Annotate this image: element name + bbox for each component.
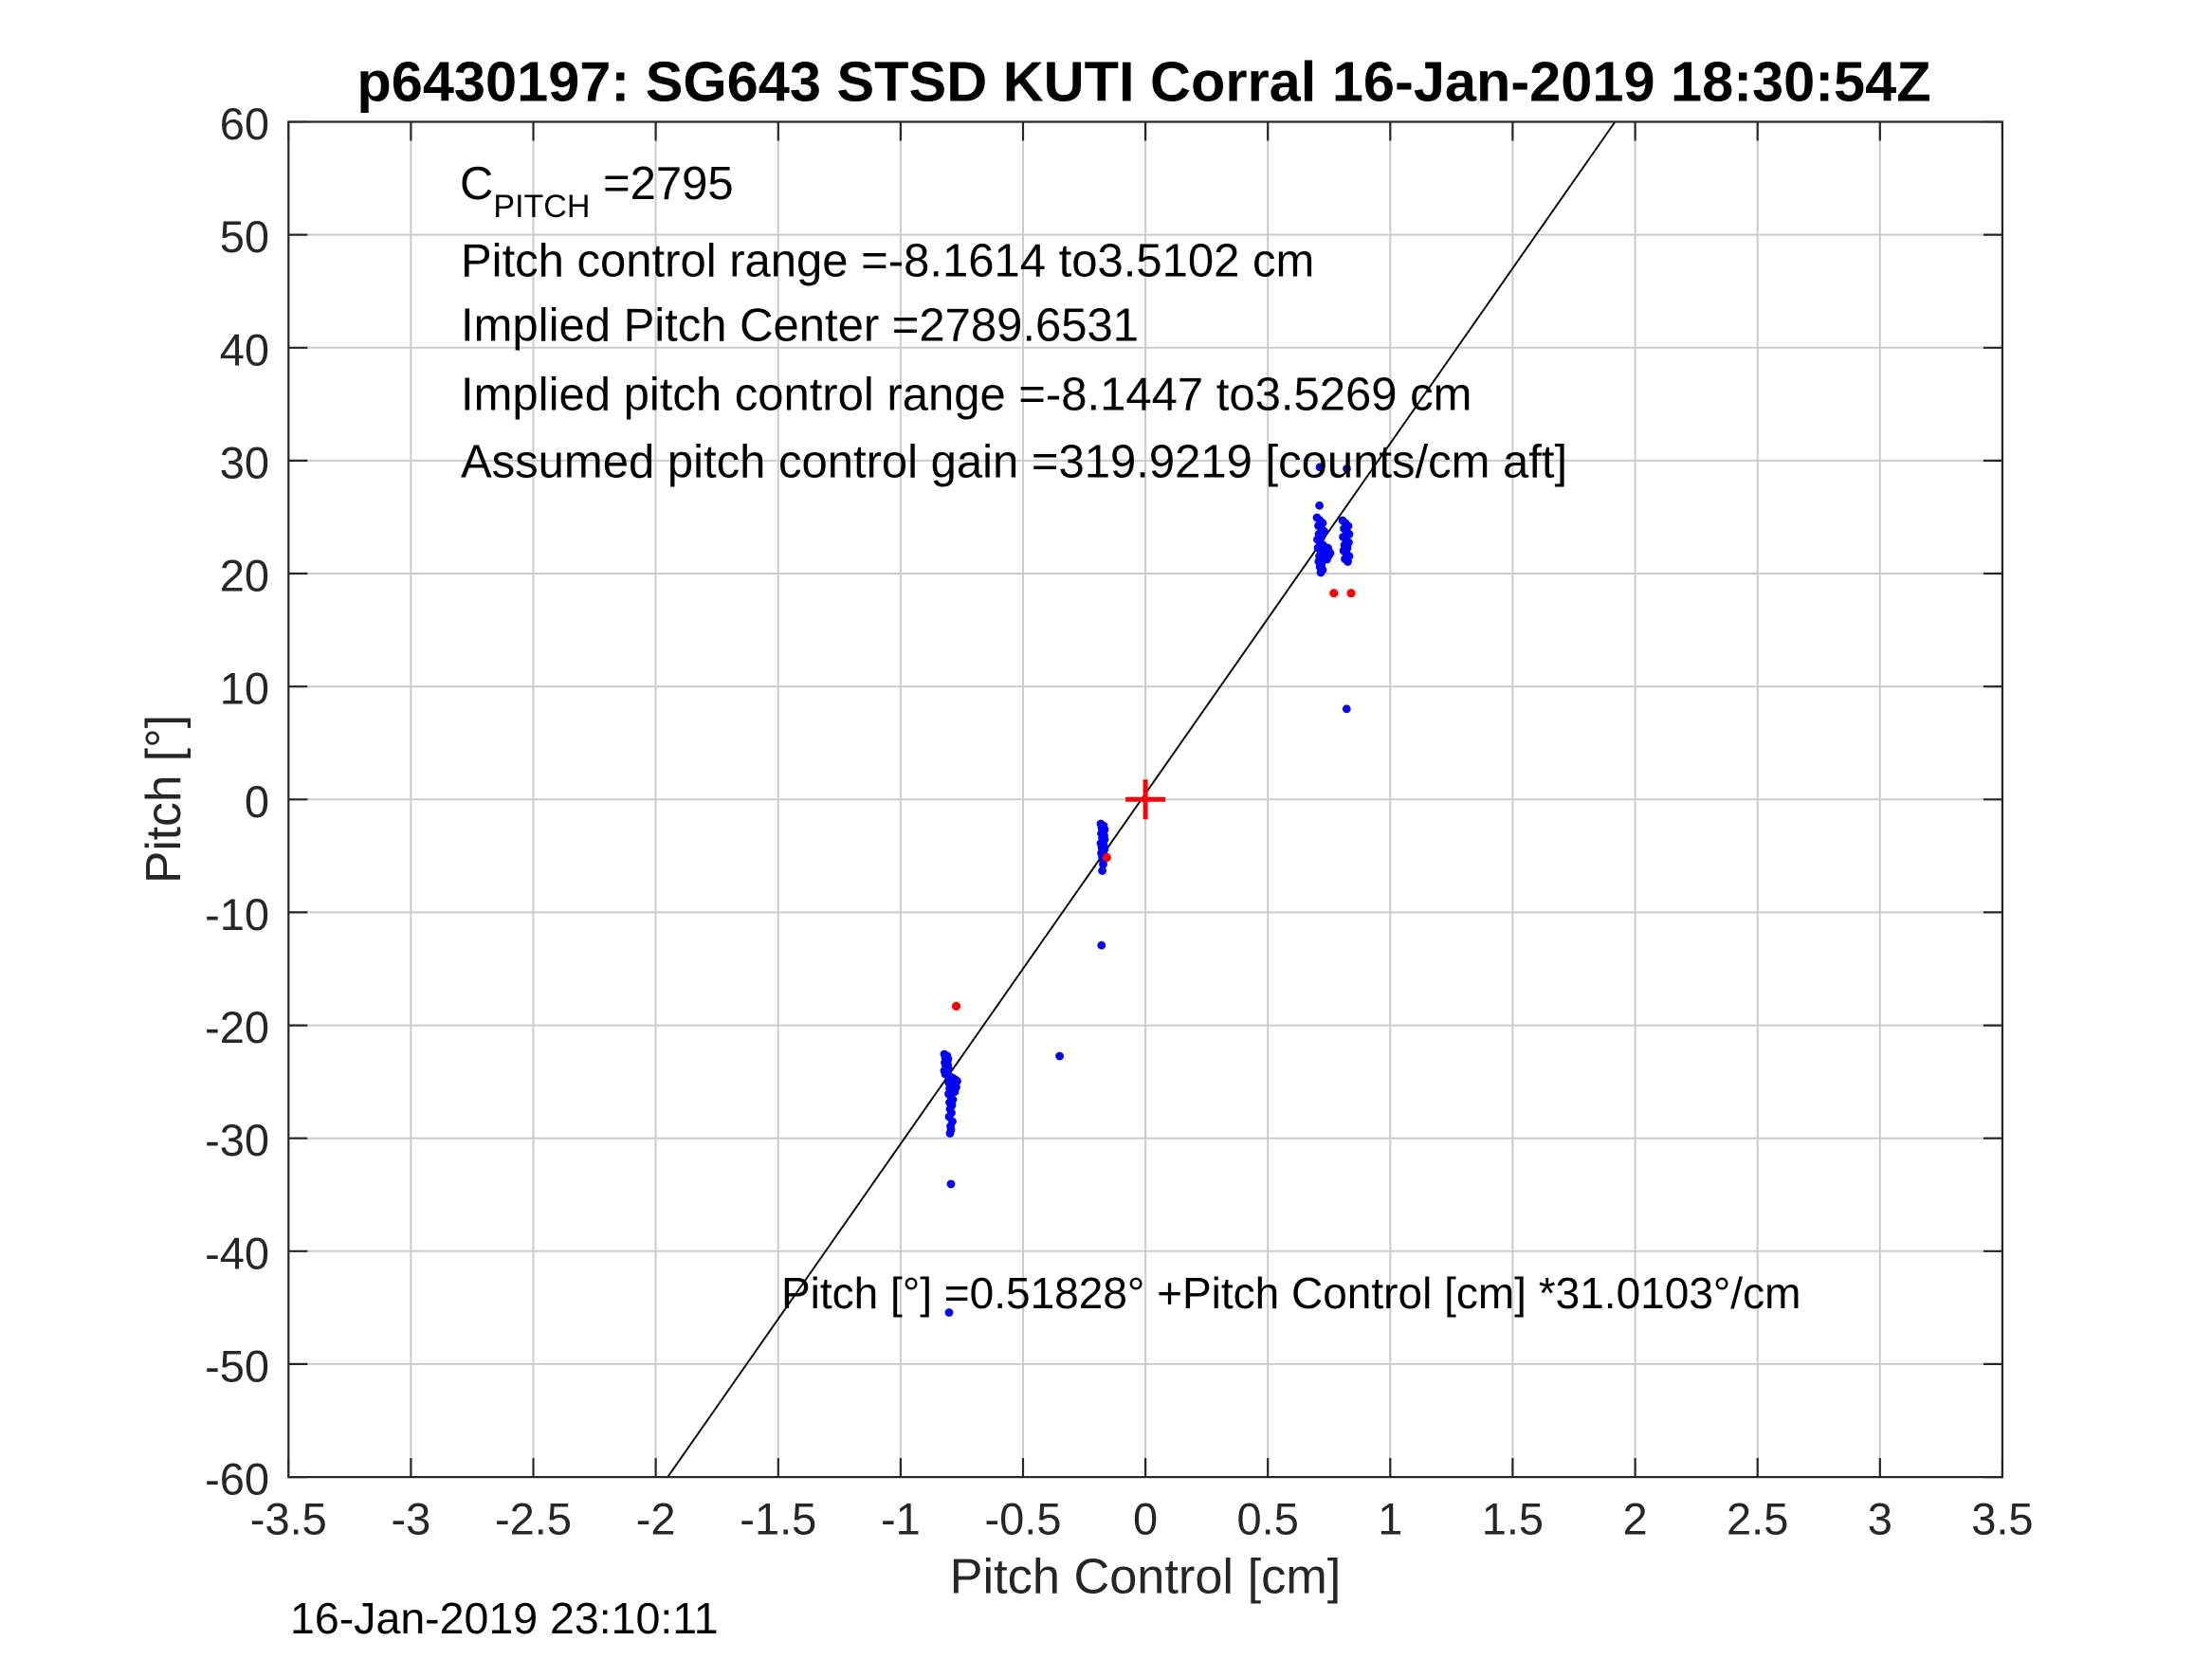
svg-text:Pitch Control [cm]: Pitch Control [cm] [950, 1550, 1342, 1605]
svg-text:-20: -20 [205, 1002, 269, 1052]
svg-text:Pitch control range =-8.1614 t: Pitch control range =-8.1614 to3.5102 cm [461, 235, 1314, 286]
svg-text:2: 2 [1623, 1494, 1648, 1544]
svg-text:-1.5: -1.5 [740, 1494, 816, 1544]
svg-text:20: 20 [220, 551, 269, 601]
svg-text:-60: -60 [205, 1454, 269, 1504]
svg-text:0: 0 [1133, 1494, 1158, 1544]
svg-text:Implied pitch control range =-: Implied pitch control range =-8.1447 to3… [461, 370, 1472, 421]
svg-text:10: 10 [220, 664, 269, 714]
svg-text:Pitch [°]: Pitch [°] [136, 715, 191, 884]
svg-text:-30: -30 [205, 1115, 269, 1165]
svg-text:-0.5: -0.5 [985, 1494, 1062, 1544]
svg-text:-3: -3 [392, 1494, 431, 1544]
svg-text:1: 1 [1378, 1494, 1402, 1544]
svg-text:p6430197: SG643 STSD KUTI Corr: p6430197: SG643 STSD KUTI Corral 16-Jan-… [356, 50, 1930, 114]
svg-text:3: 3 [1868, 1494, 1892, 1544]
svg-text:-2: -2 [636, 1494, 676, 1544]
svg-text:16-Jan-2019 23:10:11: 16-Jan-2019 23:10:11 [290, 1594, 719, 1643]
svg-text:3.5: 3.5 [1971, 1494, 2033, 1544]
svg-text:-10: -10 [205, 889, 269, 939]
svg-text:Pitch [°] =0.51828° +Pitch Con: Pitch [°] =0.51828° +Pitch Control [cm] … [781, 1268, 1801, 1318]
svg-text:-40: -40 [205, 1228, 269, 1278]
svg-text:-2.5: -2.5 [495, 1494, 572, 1544]
svg-text:30: 30 [220, 437, 269, 487]
svg-text:0.5: 0.5 [1237, 1494, 1299, 1544]
svg-text:1.5: 1.5 [1482, 1494, 1544, 1544]
svg-text:-1: -1 [881, 1494, 921, 1544]
svg-text:2.5: 2.5 [1727, 1494, 1788, 1544]
svg-text:Assumed pitch control gain =31: Assumed pitch control gain =319.9219 [co… [461, 437, 1567, 488]
svg-text:60: 60 [220, 99, 269, 149]
svg-text:50: 50 [220, 211, 269, 262]
svg-text:0: 0 [245, 776, 269, 827]
svg-text:-50: -50 [205, 1340, 269, 1391]
svg-text:40: 40 [220, 324, 269, 374]
svg-text:-3.5: -3.5 [250, 1494, 327, 1544]
svg-text:Implied Pitch Center =2789.653: Implied Pitch Center =2789.6531 [461, 301, 1139, 352]
